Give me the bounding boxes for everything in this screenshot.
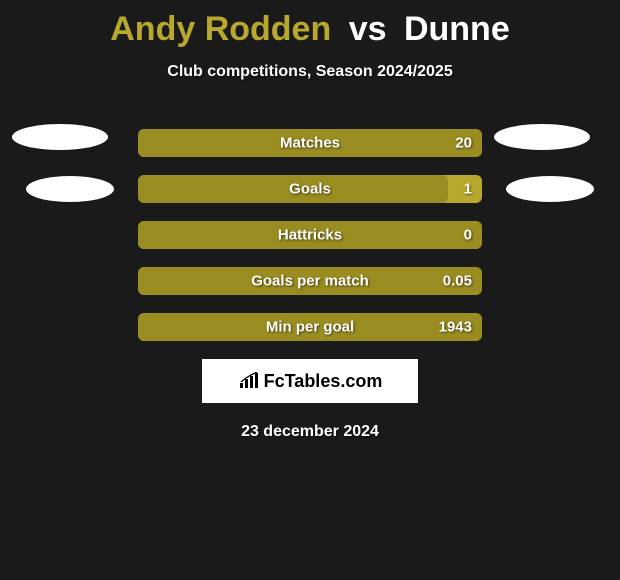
- player-a-name: Andy Rodden: [110, 10, 331, 48]
- stat-label: Hattricks: [278, 227, 342, 244]
- stat-label: Goals: [289, 181, 331, 198]
- player-b-name: Dunne: [404, 10, 510, 48]
- vs-label: vs: [349, 10, 387, 48]
- decorative-oval: [12, 124, 108, 150]
- stat-value: 0.05: [443, 273, 472, 290]
- stat-value: 1: [464, 181, 472, 198]
- subtitle: Club competitions, Season 2024/2025: [0, 63, 620, 81]
- stat-label: Goals per match: [251, 273, 369, 290]
- stat-row: Goals per match 0.05: [138, 267, 482, 295]
- stat-bars: Matches 20 Goals 1 Hattricks 0 Goals per match…: [138, 129, 482, 341]
- logo-box: FcTables.com: [202, 359, 418, 403]
- decorative-oval: [494, 124, 590, 150]
- logo-text: FcTables.com: [264, 371, 383, 392]
- stat-row: Matches 20: [138, 129, 482, 157]
- logo: FcTables.com: [238, 371, 383, 392]
- comparison-title: Andy Rodden vs Dunne: [0, 0, 620, 49]
- decorative-oval: [26, 176, 114, 202]
- decorative-oval: [506, 176, 594, 202]
- stat-row: Hattricks 0: [138, 221, 482, 249]
- bar-chart-icon: [238, 372, 260, 390]
- stat-value: 0: [464, 227, 472, 244]
- stat-value: 1943: [439, 319, 472, 336]
- date: 23 december 2024: [0, 423, 620, 441]
- stat-row: Goals 1: [138, 175, 482, 203]
- stat-label: Matches: [280, 135, 340, 152]
- stat-label: Min per goal: [266, 319, 354, 336]
- stat-value: 20: [455, 135, 472, 152]
- stat-row: Min per goal 1943: [138, 313, 482, 341]
